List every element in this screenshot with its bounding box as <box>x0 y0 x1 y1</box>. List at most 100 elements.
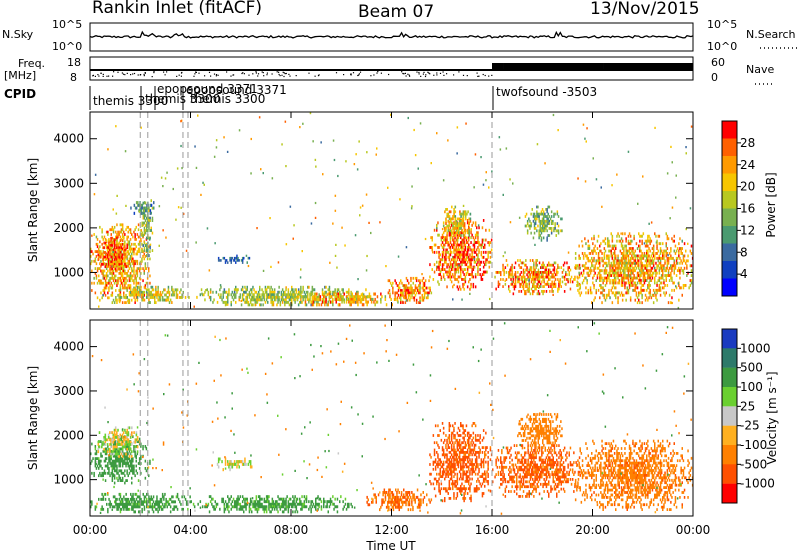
range-gate-cell <box>470 231 472 235</box>
nave-mark <box>535 63 537 71</box>
range-gate-cell <box>450 263 453 267</box>
range-gate-cell <box>646 264 648 268</box>
range-gate-cell <box>679 247 681 250</box>
range-gate-cell <box>550 271 552 274</box>
range-gate-cell <box>103 492 106 496</box>
range-gate-cell <box>166 296 168 299</box>
range-gate-cell <box>144 459 147 463</box>
range-gate-cell <box>554 224 556 228</box>
range-gate-cell <box>131 276 133 280</box>
range-gate-cell <box>141 234 143 237</box>
range-gate-cell <box>613 259 616 263</box>
range-gate-cell <box>620 271 623 275</box>
range-gate-cell <box>277 300 279 304</box>
range-gate-cell <box>549 268 551 272</box>
range-gate-cell <box>485 270 487 274</box>
range-gate-cell <box>649 271 651 275</box>
range-gate-cell <box>418 289 420 292</box>
range-gate-cell <box>579 286 581 290</box>
range-gate-cell <box>333 292 335 296</box>
range-gate-cell <box>141 290 143 294</box>
range-gate-cell <box>143 221 146 225</box>
nave-mark <box>654 63 657 71</box>
range-gate-cell <box>112 250 114 254</box>
range-gate-cell <box>680 247 682 250</box>
range-gate-cell <box>453 238 455 242</box>
range-gate-cell <box>691 256 693 260</box>
range-gate-cell <box>135 279 137 283</box>
nave-mark <box>691 63 693 71</box>
range-gate-cell <box>612 271 615 275</box>
range-gate-cell <box>463 243 465 247</box>
range-gate-cell <box>123 276 125 280</box>
cpid-label: CPID <box>4 87 36 101</box>
range-gate-cell <box>141 231 143 235</box>
range-gate-cell <box>525 212 528 216</box>
range-gate-cell <box>107 471 109 475</box>
range-gate-cell <box>626 276 628 280</box>
range-gate-cell <box>652 264 655 268</box>
range-gate-cell <box>617 264 619 268</box>
range-gate-cell <box>109 269 111 273</box>
range-gate-cell <box>121 239 124 242</box>
range-gate-cell <box>448 222 451 225</box>
range-gate-cell <box>236 288 238 292</box>
range-gate-cell <box>542 271 544 274</box>
range-gate-cell <box>609 269 611 273</box>
range-gate-cell <box>487 241 489 244</box>
range-gate-cell <box>101 296 103 300</box>
range-gate-cell <box>126 469 128 473</box>
range-gate-cell <box>615 271 617 275</box>
range-gate-cell <box>408 291 410 295</box>
range-gate-cell <box>357 295 359 299</box>
range-gate-cell <box>408 289 410 292</box>
range-gate-cell <box>631 239 633 243</box>
range-gate-cell <box>123 452 125 456</box>
range-gate-cell <box>117 235 119 239</box>
range-gate-cell <box>119 479 122 482</box>
range-gate-cell <box>270 285 272 289</box>
range-gate-cell <box>530 212 532 216</box>
range-gate-cell <box>134 301 136 304</box>
range-gate-cell <box>456 227 459 230</box>
range-gate-cell <box>513 285 516 288</box>
range-gate-cell <box>400 301 402 304</box>
range-gate-cell <box>633 281 635 285</box>
range-gate-cell <box>631 254 633 258</box>
range-gate-cell <box>322 173 324 176</box>
range-gate-cell <box>642 288 645 292</box>
range-gate-cell <box>293 298 295 302</box>
range-gate-cell <box>445 241 447 244</box>
range-gate-cell <box>90 262 92 266</box>
range-gate-cell <box>553 285 556 288</box>
range-gate-cell <box>557 229 560 233</box>
range-gate-cell <box>621 247 624 250</box>
range-gate-cell <box>648 254 650 258</box>
range-gate-cell <box>291 288 293 292</box>
range-gate-cell <box>510 266 512 269</box>
range-gate-cell <box>617 256 619 260</box>
range-gate-cell <box>202 181 204 184</box>
nave-mark <box>283 75 285 78</box>
range-gate-cell <box>126 462 128 465</box>
range-gate-cell <box>537 280 540 284</box>
range-gate-cell <box>112 265 115 269</box>
range-gate-cell <box>132 247 134 251</box>
range-gate-cell <box>535 271 537 274</box>
range-gate-cell <box>686 266 688 270</box>
range-gate-cell <box>644 276 647 280</box>
range-gate-cell <box>413 291 416 295</box>
range-gate-cell <box>488 241 491 244</box>
range-gate-cell <box>110 233 112 236</box>
range-gate-cell <box>125 281 127 285</box>
range-gate-cell <box>651 259 654 263</box>
range-gate-cell <box>136 262 139 266</box>
range-gate-cell <box>419 279 421 283</box>
range-gate-cell <box>612 291 615 295</box>
range-gate-cell <box>243 298 245 302</box>
range-gate-cell <box>107 259 109 263</box>
range-gate-cell <box>662 276 664 280</box>
range-gate-cell <box>627 150 630 153</box>
range-gate-cell <box>448 246 451 249</box>
range-gate-cell <box>464 248 467 252</box>
